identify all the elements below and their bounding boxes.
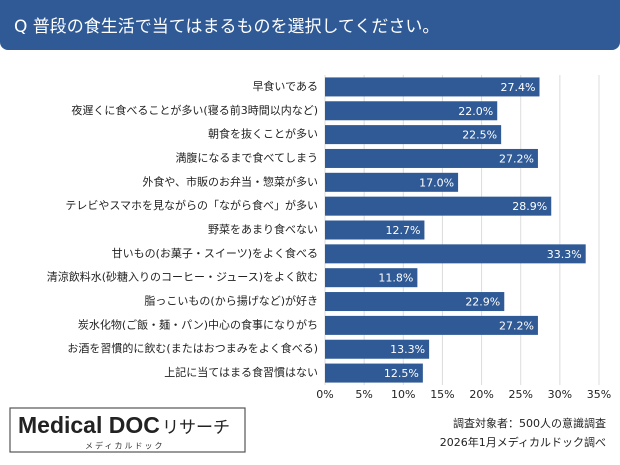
bar <box>325 315 538 335</box>
value-label: 22.9% <box>465 296 500 309</box>
bar <box>325 244 586 264</box>
x-tick-label: 15% <box>430 388 454 401</box>
logo: Medical DOC <box>18 412 160 438</box>
bar <box>325 292 505 312</box>
bar <box>325 339 430 359</box>
y-tick-label: テレビやスマホを見ながらの「ながら食べ」が多い <box>65 198 318 212</box>
value-label: 12.5% <box>384 367 419 380</box>
x-tick-label: 25% <box>508 388 532 401</box>
bar <box>325 125 502 145</box>
y-tick-label: 夜遅くに食べることが多い(寝る前3時間以内など) <box>71 103 318 117</box>
bar <box>325 77 540 97</box>
y-tick-label: お酒を習慣的に飲む(またはおつまみをよく食べる) <box>67 341 318 355</box>
y-tick-label: 炭水化物(ご飯・麺・パン)中心の食事になりがち <box>78 317 318 331</box>
y-tick-label: 上記に当てはまる食習慣はない <box>164 365 318 379</box>
bar <box>325 196 552 216</box>
bar <box>325 172 459 192</box>
y-tick-label: 満腹になるまで食べてしまう <box>175 150 318 164</box>
value-label: 33.3% <box>547 248 582 261</box>
value-label: 11.8% <box>378 272 413 285</box>
value-label: 12.7% <box>385 224 420 237</box>
y-tick-label: 朝食を抜くことが多い <box>208 127 318 141</box>
value-label: 22.5% <box>462 129 497 142</box>
bar <box>325 220 425 240</box>
y-tick-label: 野菜をあまり食べない <box>208 222 318 236</box>
value-label: 27.4% <box>501 81 536 94</box>
x-tick-label: 30% <box>548 388 572 401</box>
value-label: 17.0% <box>419 176 454 189</box>
value-label: 13.3% <box>390 343 425 356</box>
y-tick-label: 外食や、市販のお弁当・惣菜が多い <box>142 174 318 188</box>
bars: 早食いである 27.4% 夜遅くに食べることが多い(寝る前3時間以内など) 22.0%… <box>47 77 586 383</box>
chart-title: Q 普段の食生活で当てはまるものを選択してください。 <box>14 17 439 37</box>
value-label: 22.0% <box>458 105 493 118</box>
bar <box>325 101 498 121</box>
logo-suffix: リサーチ <box>162 418 230 438</box>
y-tick-label: 甘いもの(お菓子・スイーツ)をよく食べる <box>112 246 318 260</box>
value-label: 27.2% <box>499 152 534 165</box>
bar <box>325 148 538 168</box>
x-tick-label: 5% <box>355 388 372 401</box>
bar <box>325 363 423 383</box>
note: 2026年1月メディカルドック調べ <box>440 435 606 449</box>
y-tick-label: 清涼飲料水(砂糖入りのコーヒー・ジュース)をよく飲む <box>47 270 318 284</box>
x-tick-label: 10% <box>391 388 415 401</box>
y-tick-label: 脂っこいもの(から揚げなど)が好き <box>144 294 318 308</box>
x-tick-label: 20% <box>469 388 493 401</box>
title-banner <box>0 0 620 50</box>
logo-box <box>9 407 246 453</box>
value-label: 27.2% <box>499 319 534 332</box>
logo-sub: メディカルドック <box>85 441 164 451</box>
x-tick-label: 35% <box>587 388 611 401</box>
note: 調査対象者：500人の意識調査 <box>453 416 606 430</box>
value-label: 28.9% <box>512 200 547 213</box>
bar <box>325 268 418 288</box>
x-tick-label: 0% <box>316 388 333 401</box>
y-tick-label: 早食いである <box>252 79 318 93</box>
